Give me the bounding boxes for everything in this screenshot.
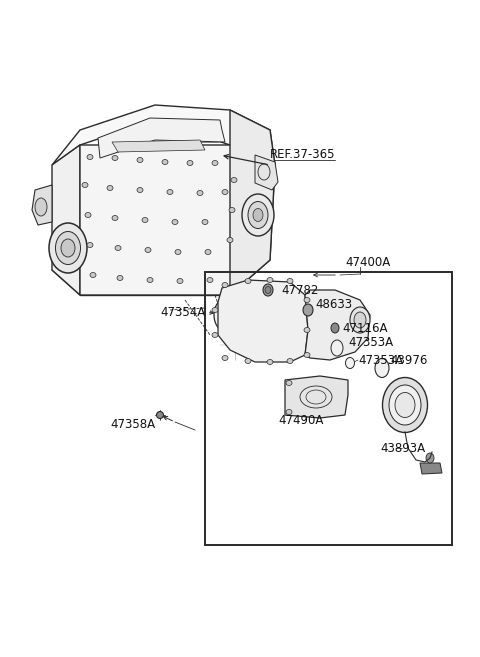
Ellipse shape xyxy=(286,380,292,386)
Text: 47354A: 47354A xyxy=(160,306,205,319)
Ellipse shape xyxy=(87,154,93,160)
Text: 47353A: 47353A xyxy=(358,353,403,367)
Ellipse shape xyxy=(354,312,366,328)
Text: REF.37-365: REF.37-365 xyxy=(270,148,336,162)
Ellipse shape xyxy=(212,332,218,338)
Ellipse shape xyxy=(87,242,93,248)
Text: 43976: 43976 xyxy=(390,353,427,367)
Text: 47490A: 47490A xyxy=(278,413,324,426)
Ellipse shape xyxy=(35,198,47,216)
Ellipse shape xyxy=(245,279,251,284)
Text: 48633: 48633 xyxy=(315,298,352,311)
Ellipse shape xyxy=(242,194,274,236)
Ellipse shape xyxy=(112,215,118,221)
Ellipse shape xyxy=(156,411,164,419)
Ellipse shape xyxy=(167,189,173,194)
Text: 47782: 47782 xyxy=(281,284,318,296)
Ellipse shape xyxy=(82,183,88,187)
Ellipse shape xyxy=(107,185,113,191)
Ellipse shape xyxy=(85,212,91,217)
Ellipse shape xyxy=(229,208,235,212)
Ellipse shape xyxy=(162,160,168,164)
Polygon shape xyxy=(285,376,348,418)
Ellipse shape xyxy=(222,283,228,288)
Ellipse shape xyxy=(145,248,151,252)
Ellipse shape xyxy=(175,250,181,254)
Ellipse shape xyxy=(212,160,218,166)
Ellipse shape xyxy=(61,239,75,257)
Ellipse shape xyxy=(263,284,273,296)
Polygon shape xyxy=(420,463,442,474)
Text: 47400A: 47400A xyxy=(345,256,390,269)
Ellipse shape xyxy=(205,250,211,254)
Polygon shape xyxy=(218,280,308,362)
Ellipse shape xyxy=(383,378,428,432)
Text: 47358A: 47358A xyxy=(110,419,155,432)
Ellipse shape xyxy=(245,359,251,363)
Ellipse shape xyxy=(426,453,434,463)
Ellipse shape xyxy=(112,156,118,160)
Text: 47116A: 47116A xyxy=(342,321,387,334)
Text: 43893A: 43893A xyxy=(380,442,425,455)
Ellipse shape xyxy=(287,279,293,284)
Ellipse shape xyxy=(202,219,208,225)
Polygon shape xyxy=(230,110,275,295)
Ellipse shape xyxy=(303,304,313,316)
Ellipse shape xyxy=(214,299,236,331)
Ellipse shape xyxy=(375,359,389,378)
Ellipse shape xyxy=(222,189,228,194)
Ellipse shape xyxy=(227,237,233,242)
Ellipse shape xyxy=(137,187,143,193)
Polygon shape xyxy=(52,105,275,165)
Ellipse shape xyxy=(197,191,203,196)
Ellipse shape xyxy=(137,158,143,162)
Polygon shape xyxy=(112,140,205,152)
Ellipse shape xyxy=(287,359,293,363)
Ellipse shape xyxy=(265,286,271,294)
Ellipse shape xyxy=(395,392,415,417)
Ellipse shape xyxy=(115,246,121,250)
Ellipse shape xyxy=(56,231,81,265)
Ellipse shape xyxy=(331,323,339,333)
Polygon shape xyxy=(32,185,52,225)
Ellipse shape xyxy=(222,355,228,361)
Ellipse shape xyxy=(147,277,153,283)
Polygon shape xyxy=(52,145,80,295)
Polygon shape xyxy=(98,118,225,158)
Bar xyxy=(205,272,452,545)
Ellipse shape xyxy=(172,219,178,225)
Polygon shape xyxy=(255,155,278,190)
Ellipse shape xyxy=(248,202,268,229)
Ellipse shape xyxy=(231,177,237,183)
Ellipse shape xyxy=(331,340,343,356)
Ellipse shape xyxy=(212,307,218,313)
Polygon shape xyxy=(305,290,370,360)
Ellipse shape xyxy=(350,307,370,333)
Polygon shape xyxy=(80,145,275,295)
Ellipse shape xyxy=(346,357,355,369)
Ellipse shape xyxy=(177,279,183,284)
Ellipse shape xyxy=(304,298,310,302)
Ellipse shape xyxy=(267,359,273,365)
Ellipse shape xyxy=(90,273,96,277)
Ellipse shape xyxy=(117,275,123,281)
Ellipse shape xyxy=(207,277,213,283)
Ellipse shape xyxy=(267,277,273,283)
Ellipse shape xyxy=(286,409,292,415)
Text: 47353A: 47353A xyxy=(348,336,393,350)
Ellipse shape xyxy=(187,160,193,166)
Ellipse shape xyxy=(142,217,148,223)
Ellipse shape xyxy=(389,385,421,425)
Ellipse shape xyxy=(253,208,263,221)
Ellipse shape xyxy=(304,327,310,332)
Ellipse shape xyxy=(304,353,310,357)
Ellipse shape xyxy=(49,223,87,273)
